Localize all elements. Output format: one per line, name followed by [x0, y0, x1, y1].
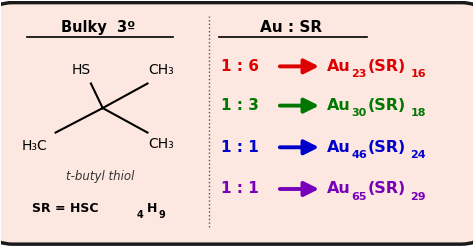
Text: 1 : 6: 1 : 6: [220, 59, 258, 74]
Text: Au: Au: [327, 59, 350, 74]
Text: 16: 16: [410, 69, 426, 79]
Text: CH₃: CH₃: [149, 137, 174, 151]
Text: H₃C: H₃C: [21, 139, 47, 153]
Text: Bulky  3º: Bulky 3º: [61, 20, 135, 35]
Text: 65: 65: [351, 192, 366, 202]
FancyBboxPatch shape: [0, 3, 474, 244]
Text: 1 : 1: 1 : 1: [220, 182, 258, 196]
Text: 4: 4: [137, 211, 143, 220]
Text: (SR): (SR): [368, 59, 406, 74]
Text: Au: Au: [327, 182, 350, 196]
Text: t-butyl thiol: t-butyl thiol: [66, 170, 135, 183]
Text: (SR): (SR): [368, 140, 406, 155]
Text: 18: 18: [410, 108, 426, 119]
Text: (SR): (SR): [368, 182, 406, 196]
Text: 1 : 1: 1 : 1: [220, 140, 258, 155]
Text: SR = HSC: SR = HSC: [32, 202, 99, 215]
Text: 1 : 3: 1 : 3: [220, 98, 258, 113]
Text: (SR): (SR): [368, 98, 406, 113]
Text: HS: HS: [72, 63, 91, 77]
Text: 23: 23: [351, 69, 366, 79]
Text: 9: 9: [158, 211, 165, 220]
Text: Au: Au: [327, 140, 350, 155]
Text: H: H: [146, 202, 157, 215]
Text: 30: 30: [351, 108, 366, 119]
Text: 46: 46: [351, 150, 367, 160]
Text: Au: Au: [327, 98, 350, 113]
Text: 29: 29: [410, 192, 426, 202]
Text: Au : SR: Au : SR: [260, 20, 322, 35]
Text: CH₃: CH₃: [149, 63, 174, 77]
Text: 24: 24: [410, 150, 426, 160]
